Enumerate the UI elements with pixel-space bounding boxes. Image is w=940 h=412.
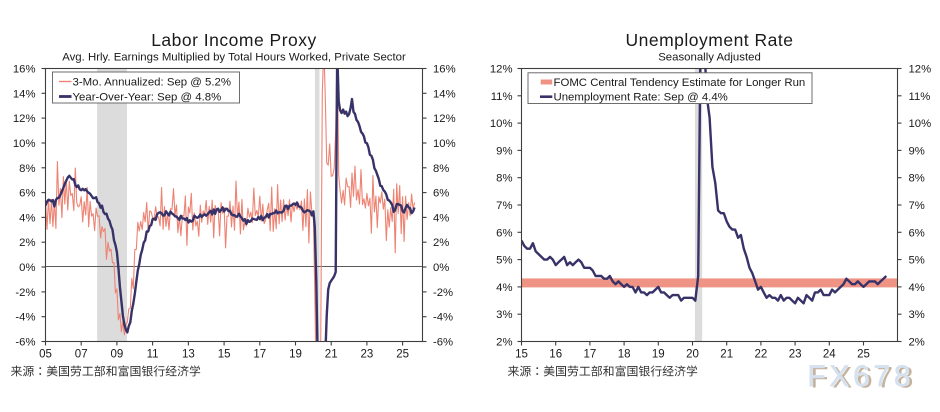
svg-text:5%: 5%: [496, 255, 512, 267]
svg-text:8%: 8%: [496, 173, 512, 185]
svg-text:7%: 7%: [496, 200, 512, 212]
svg-text:19: 19: [652, 348, 665, 360]
svg-text:9%: 9%: [496, 145, 512, 157]
svg-text:24: 24: [823, 348, 836, 360]
svg-text:10%: 10%: [433, 138, 456, 150]
svg-text:11%: 11%: [491, 91, 513, 103]
svg-text:0%: 0%: [433, 262, 449, 274]
svg-text:14%: 14%: [433, 88, 456, 100]
svg-text:8%: 8%: [433, 163, 449, 175]
svg-text:2%: 2%: [909, 337, 925, 349]
svg-text:20: 20: [686, 348, 699, 360]
svg-text:0%: 0%: [19, 262, 35, 274]
svg-text:25: 25: [857, 348, 870, 360]
svg-text:-2%: -2%: [433, 287, 453, 299]
svg-text:4%: 4%: [19, 212, 35, 224]
svg-text:2%: 2%: [19, 237, 35, 249]
svg-text:-6%: -6%: [433, 337, 453, 349]
svg-text:16: 16: [549, 348, 562, 360]
svg-text:FX678: FX678: [811, 362, 918, 395]
svg-text:Labor Income Proxy: Labor Income Proxy: [151, 30, 317, 50]
svg-text:5%: 5%: [909, 255, 925, 267]
svg-text:18: 18: [618, 348, 631, 360]
svg-text:16%: 16%: [13, 64, 36, 76]
svg-text:Seasonally Adjusted: Seasonally Adjusted: [658, 52, 761, 64]
svg-text:10%: 10%: [490, 118, 513, 130]
svg-text:7%: 7%: [909, 200, 925, 212]
svg-text:2%: 2%: [433, 237, 449, 249]
svg-text:8%: 8%: [19, 163, 35, 175]
svg-text:3-Mo. Annualized: Sep @ 5.2%: 3-Mo. Annualized: Sep @ 5.2%: [73, 76, 231, 88]
svg-text:Year-Over-Year: Sep @ 4.8%: Year-Over-Year: Sep @ 4.8%: [73, 91, 222, 103]
svg-text:23: 23: [789, 348, 802, 360]
svg-text:17: 17: [253, 348, 266, 360]
svg-text:13: 13: [182, 348, 195, 360]
svg-text:FX678: FX678: [808, 360, 915, 393]
svg-text:12%: 12%: [909, 64, 932, 76]
svg-text:11: 11: [147, 348, 159, 360]
svg-text:09: 09: [111, 348, 124, 360]
svg-text:6%: 6%: [19, 188, 35, 200]
svg-text:4%: 4%: [496, 282, 512, 294]
svg-text:2%: 2%: [496, 337, 512, 349]
svg-text:05: 05: [39, 348, 52, 360]
svg-text:17: 17: [584, 348, 597, 360]
svg-text:12%: 12%: [490, 64, 513, 76]
svg-text:Unemployment Rate: Unemployment Rate: [625, 30, 793, 50]
svg-text:10%: 10%: [909, 118, 932, 130]
svg-text:-4%: -4%: [15, 312, 35, 324]
svg-text:25: 25: [396, 348, 409, 360]
svg-text:15: 15: [218, 348, 231, 360]
svg-text:3%: 3%: [496, 309, 512, 321]
svg-text:10%: 10%: [13, 138, 36, 150]
svg-text:-6%: -6%: [15, 337, 35, 349]
svg-text:12%: 12%: [433, 113, 456, 125]
svg-text:Avg. Hrly. Earnings Multiplied: Avg. Hrly. Earnings Multiplied by Total …: [62, 52, 406, 64]
svg-text:6%: 6%: [909, 227, 925, 239]
svg-text:9%: 9%: [909, 145, 925, 157]
svg-text:12%: 12%: [13, 113, 36, 125]
svg-text:8%: 8%: [909, 173, 925, 185]
svg-text:16%: 16%: [433, 64, 456, 76]
svg-text:14%: 14%: [13, 88, 36, 100]
svg-text:23: 23: [361, 348, 374, 360]
svg-text:4%: 4%: [909, 282, 925, 294]
svg-text:19: 19: [289, 348, 302, 360]
svg-text:6%: 6%: [433, 188, 449, 200]
svg-text:3%: 3%: [909, 309, 925, 321]
svg-text:21: 21: [720, 348, 733, 360]
svg-text:Unemployment Rate: Sep @ 4.4%: Unemployment Rate: Sep @ 4.4%: [554, 92, 728, 104]
svg-text:FOMC Central Tendency Estimate: FOMC Central Tendency Estimate for Longe…: [554, 77, 806, 89]
svg-text:11%: 11%: [909, 91, 931, 103]
svg-text:-4%: -4%: [433, 312, 453, 324]
svg-text:21: 21: [325, 348, 338, 360]
svg-text:07: 07: [75, 348, 88, 360]
svg-text:15: 15: [515, 348, 528, 360]
svg-text:-2%: -2%: [15, 287, 35, 299]
svg-text:4%: 4%: [433, 212, 449, 224]
svg-text:6%: 6%: [496, 227, 512, 239]
svg-text:22: 22: [755, 348, 768, 360]
